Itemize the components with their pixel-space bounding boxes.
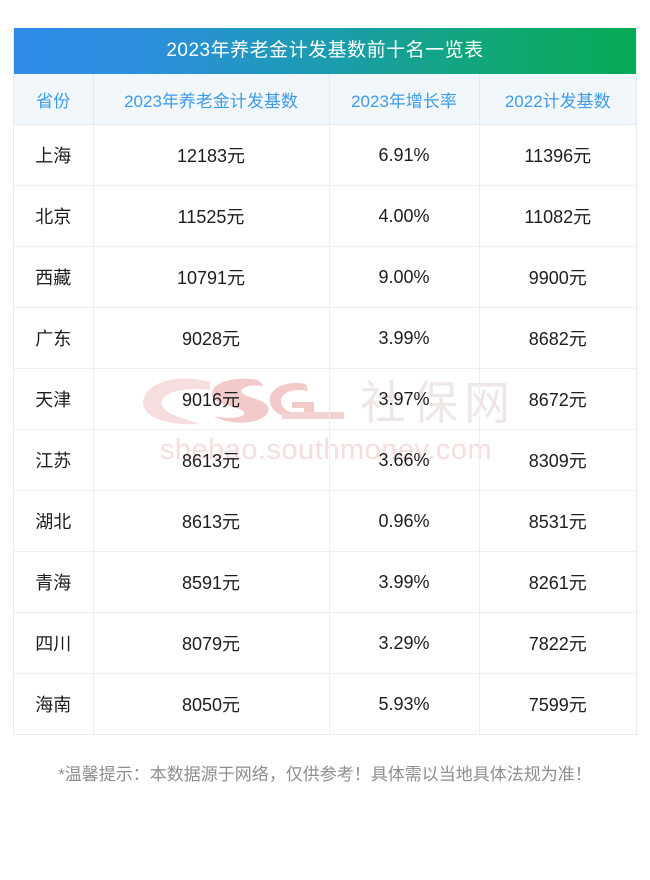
- footer-disclaimer-note: *温馨提示：本数据源于网络，仅供参考！具体需以当地具体法规为准！: [58, 765, 592, 784]
- column-header-base-2023: 2023年养老金计发基数: [93, 74, 330, 125]
- cell-base-2023: 8613元: [93, 490, 330, 552]
- cell-base-2023: 8591元: [93, 551, 330, 613]
- cell-growth-2023: 3.29%: [329, 612, 480, 674]
- cell-base-2023: 9028元: [93, 307, 330, 369]
- cell-growth-2023: 5.93%: [329, 673, 480, 734]
- column-header-base-2022: 2022计发基数: [479, 74, 636, 125]
- table-row: 湖北 8613元 0.96% 8531元: [14, 490, 636, 552]
- cell-base-2022: 7822元: [479, 612, 636, 674]
- cell-growth-2023: 0.96%: [329, 490, 480, 552]
- cell-base-2023: 12183元: [93, 124, 330, 186]
- cell-province: 青海: [14, 551, 94, 613]
- cell-growth-2023: 3.97%: [329, 368, 480, 430]
- table-row: 北京 11525元 4.00% 11082元: [14, 185, 636, 247]
- table-header-row: 省份 2023年养老金计发基数 2023年增长率 2022计发基数: [14, 74, 636, 125]
- cell-province: 湖北: [14, 490, 94, 552]
- cell-province: 广东: [14, 307, 94, 369]
- cell-base-2022: 8261元: [479, 551, 636, 613]
- cell-growth-2023: 3.99%: [329, 307, 480, 369]
- cell-base-2023: 10791元: [93, 246, 330, 308]
- cell-growth-2023: 3.99%: [329, 551, 480, 613]
- cell-province: 江苏: [14, 429, 94, 491]
- table-row: 江苏 8613元 3.66% 8309元: [14, 429, 636, 491]
- cell-base-2023: 8050元: [93, 673, 330, 734]
- cell-base-2023: 11525元: [93, 185, 330, 247]
- cell-growth-2023: 3.66%: [329, 429, 480, 491]
- cell-base-2022: 11082元: [479, 185, 636, 247]
- table-title-bar: 2023年养老金计发基数前十名一览表: [14, 28, 636, 74]
- pension-table-card: 2023年养老金计发基数前十名一览表 社保网 shebao.southmoney…: [13, 28, 637, 735]
- cell-base-2022: 8682元: [479, 307, 636, 369]
- table-row: 西藏 10791元 9.00% 9900元: [14, 246, 636, 308]
- cell-province: 西藏: [14, 246, 94, 308]
- cell-province: 上海: [14, 124, 94, 186]
- cell-base-2022: 11396元: [479, 124, 636, 186]
- cell-province: 四川: [14, 612, 94, 674]
- cell-growth-2023: 9.00%: [329, 246, 480, 308]
- cell-base-2023: 8613元: [93, 429, 330, 491]
- cell-growth-2023: 6.91%: [329, 124, 480, 186]
- table-row: 四川 8079元 3.29% 7822元: [14, 612, 636, 674]
- cell-base-2022: 7599元: [528, 695, 587, 715]
- cell-base-2023: 8079元: [93, 612, 330, 674]
- table-row: 海南 8050元 5.93% 7599元: [14, 673, 636, 734]
- table-body: 上海 12183元 6.91% 11396元 北京 11525元 4.00% 1…: [14, 124, 636, 734]
- table-row: 青海 8591元 3.99% 8261元: [14, 551, 636, 613]
- column-header-growth-2023: 2023年增长率: [329, 74, 480, 125]
- cell-base-2022: 9900元: [479, 246, 636, 308]
- cell-base-2023: 9016元: [93, 368, 330, 430]
- cell-base-2022: 8309元: [479, 429, 636, 491]
- cell-province: 北京: [14, 185, 94, 247]
- table-row: 天津 9016元 3.97% 8672元: [14, 368, 636, 430]
- pension-data-table: 省份 2023年养老金计发基数 2023年增长率 2022计发基数 上海 121…: [14, 74, 636, 734]
- column-header-province: 省份: [14, 74, 94, 125]
- table-row: 上海 12183元 6.91% 11396元: [14, 124, 636, 186]
- table-header: 省份 2023年养老金计发基数 2023年增长率 2022计发基数: [14, 74, 636, 125]
- cell-base-2022: 8672元: [479, 368, 636, 430]
- cell-base-2022: 8531元: [479, 490, 636, 552]
- cell-province: 海南: [14, 673, 94, 734]
- cell-growth-2023: 4.00%: [329, 185, 480, 247]
- table-row: 广东 9028元 3.99% 8682元: [14, 307, 636, 369]
- cell-province: 天津: [14, 368, 94, 430]
